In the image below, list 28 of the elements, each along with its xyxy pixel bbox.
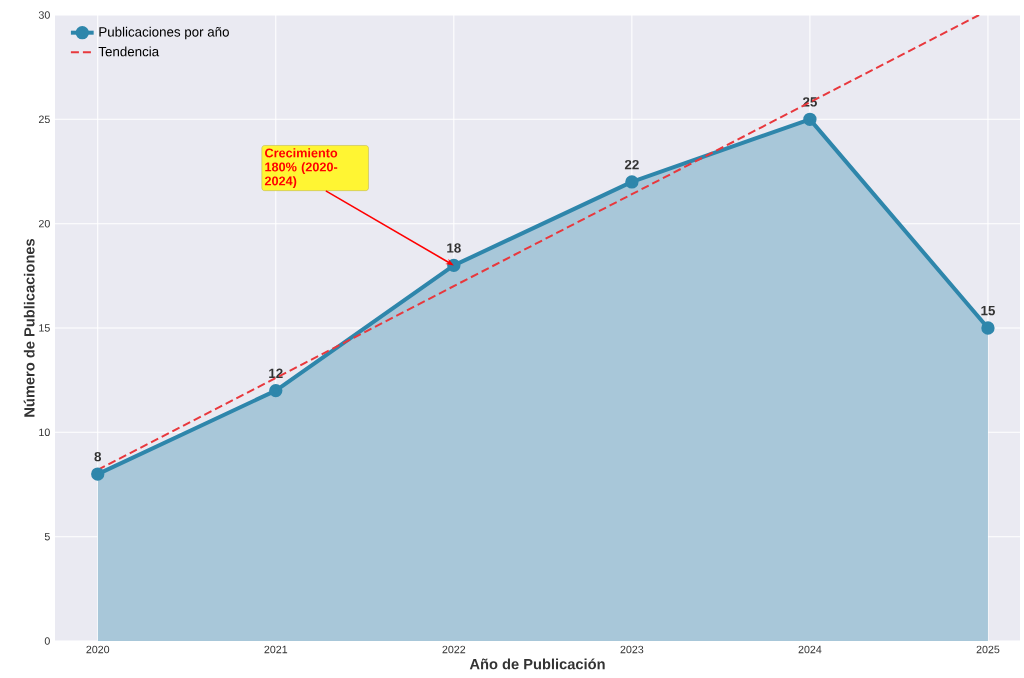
y-tick-label: 10 [39, 428, 50, 437]
legend-label: Tendencia [98, 46, 160, 57]
data-label: 8 [94, 451, 102, 462]
y-tick-label: 0 [44, 637, 50, 645]
x-tick-label: 2023 [620, 645, 644, 654]
y-tick-label: 5 [44, 532, 50, 541]
data-label: 12 [269, 368, 283, 378]
point [981, 321, 995, 335]
legend-label: Publicaciones por año [99, 26, 229, 40]
y-tick-label: 15 [39, 324, 50, 332]
x-axis-title: Año de Publicación [469, 658, 605, 670]
x-tick-label: 2021 [264, 645, 288, 654]
x-tick-label: 2020 [86, 645, 110, 654]
annotation: Crecimiento 180% (2020-2024) [264, 148, 338, 188]
x-tick-label: 2022 [442, 645, 466, 654]
data-label: 22 [624, 159, 639, 170]
point [91, 467, 105, 481]
data-label: 18 [447, 243, 461, 253]
data-label: 15 [981, 305, 996, 316]
y-tick-label: 20 [38, 219, 50, 228]
point [269, 383, 283, 398]
point [803, 112, 817, 126]
point [625, 175, 639, 189]
x-tick-label: 2025 [976, 645, 1000, 654]
y-axis-title: Número de Publicaciones [23, 238, 35, 417]
y-tick-label: 30 [38, 11, 50, 19]
y-tick-label: 25 [38, 115, 50, 124]
x-tick-label: 2024 [798, 645, 822, 654]
